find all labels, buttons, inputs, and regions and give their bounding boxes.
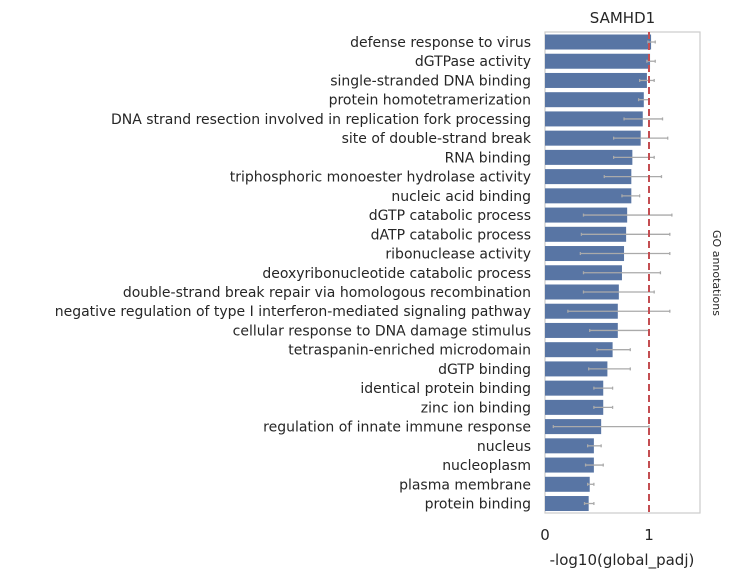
category-label: deoxyribonucleotide catabolic process: [262, 266, 531, 282]
error-bar: [582, 213, 673, 217]
error-bars: [552, 40, 673, 506]
category-label: plasma membrane: [399, 477, 531, 493]
error-bar: [552, 425, 650, 429]
x-axis-label: -log10(global_padj): [550, 551, 695, 570]
error-bar: [621, 194, 641, 198]
category-label: single-stranded DNA binding: [330, 73, 531, 89]
category-label: double-strand break repair via homologou…: [123, 285, 531, 301]
error-bar: [593, 405, 614, 409]
category-label: nucleic acid binding: [391, 189, 531, 205]
error-bar: [583, 502, 595, 506]
error-bar: [584, 463, 604, 467]
bars: [545, 34, 652, 512]
bar: [545, 457, 594, 473]
bar: [545, 342, 613, 358]
error-bar: [603, 175, 663, 179]
error-bar: [612, 136, 669, 140]
error-bar: [623, 117, 664, 121]
error-bar: [580, 232, 671, 236]
error-bar: [586, 482, 595, 486]
bar: [545, 92, 644, 108]
category-label: tetraspanin-enriched microdomain: [288, 343, 531, 359]
bar: [545, 34, 652, 50]
error-bar: [612, 155, 655, 159]
bar: [545, 188, 632, 204]
category-label: nucleoplasm: [442, 458, 531, 474]
category-label: dGTP binding: [438, 362, 531, 378]
category-label: regulation of innate immune response: [263, 420, 531, 436]
category-label: protein homotetramerization: [329, 93, 531, 109]
bar: [545, 72, 647, 88]
bar: [545, 53, 651, 69]
category-label: negative regulation of type I interferon…: [55, 304, 531, 320]
bar: [545, 149, 633, 165]
category-labels: defense response to virus dGTPase activit…: [55, 35, 532, 513]
error-bar: [638, 78, 655, 82]
error-bar: [588, 367, 631, 371]
error-bar: [596, 348, 631, 352]
bar: [545, 399, 604, 415]
y-axis-label: GO annotations: [710, 230, 723, 316]
bar: [545, 284, 619, 300]
category-label: identical protein binding: [360, 381, 531, 397]
category-label: dGTP catabolic process: [369, 208, 531, 224]
error-bar: [593, 386, 614, 390]
category-label: protein binding: [425, 497, 531, 513]
bar: [545, 322, 618, 338]
bar: [545, 361, 608, 377]
bar: [545, 111, 643, 127]
category-label: ribonuclease activity: [385, 247, 531, 263]
category-label: site of double-strand break: [342, 131, 532, 147]
category-label: dATP catabolic process: [371, 227, 531, 243]
bar: [545, 438, 594, 454]
error-bar: [582, 290, 655, 294]
error-bar: [646, 59, 656, 63]
bar: [545, 476, 590, 492]
category-label: zinc ion binding: [421, 400, 531, 416]
chart-title: SAMHD1: [590, 9, 655, 27]
error-bar: [582, 271, 662, 275]
x-tick-label: 0: [540, 526, 550, 544]
category-label: cellular response to DNA damage stimulus: [233, 323, 531, 339]
bar: [545, 380, 604, 396]
bar: [545, 169, 632, 185]
bar: [545, 496, 589, 512]
error-bar: [647, 40, 656, 44]
error-bar: [567, 309, 671, 313]
category-label: defense response to virus: [350, 35, 531, 51]
x-tick-label: 1: [644, 526, 654, 544]
category-label: nucleus: [477, 439, 531, 455]
category-label: DNA strand resection involved in replica…: [111, 112, 531, 128]
category-label: RNA binding: [445, 150, 531, 166]
error-bar: [579, 252, 671, 256]
bar: [545, 130, 641, 146]
error-bar: [586, 444, 602, 448]
category-label: dGTPase activity: [415, 54, 531, 70]
category-label: triphosphoric monoester hydrolase activi…: [230, 170, 531, 186]
